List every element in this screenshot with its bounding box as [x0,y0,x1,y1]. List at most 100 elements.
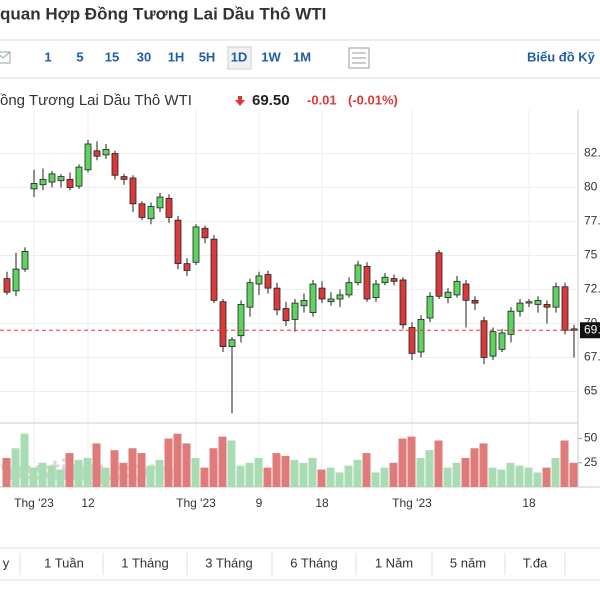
volume-bar [11,448,20,487]
volume-bar [164,438,173,487]
candle-body [282,308,290,322]
candle-body [327,298,335,303]
volume-bar [236,465,245,487]
volume-bar [56,469,65,487]
y-tick-label: 82.5 [584,146,600,160]
volume-bar [119,462,128,487]
selected-interval-box [227,46,252,70]
volume-bar [497,469,506,487]
volume-bar [290,459,299,487]
interval-button[interactable]: 1D [231,49,248,64]
volume-bar [47,465,56,487]
interval-button[interactable]: 1W [261,49,281,64]
last-price-box [580,322,600,339]
volume-bar [506,462,515,487]
y-tick-label: 80 [584,180,598,194]
candle-body [174,219,182,265]
candle-body [309,283,317,313]
candle-body [345,282,353,296]
candle-body [3,278,11,293]
y-tick-label: 67.5 [584,350,600,364]
volume-bar [83,457,92,487]
candle-body [336,294,344,300]
range-button[interactable]: 5 năm [450,555,486,570]
volume-bar [425,450,434,487]
candle-body [489,331,497,357]
candle-body [300,299,308,307]
candle-body [552,286,560,308]
range-button[interactable]: 6 Tháng [290,555,337,570]
candle-body [75,166,83,187]
volume-bar [542,467,551,487]
candle-body [507,310,515,335]
interval-button[interactable]: 1H [168,49,185,64]
candle-body [561,286,569,331]
candle-body [102,149,110,156]
volume-bar [200,467,209,487]
candle-body [426,295,434,319]
interval-button[interactable]: 30 [137,49,151,64]
volume-bar [227,440,236,487]
volume-bar [398,438,407,487]
candle-body [48,173,56,183]
volume-bar [299,462,308,487]
layout-icon[interactable] [348,47,370,69]
volume-bar [272,453,281,487]
volume-bar [2,457,11,487]
volume-bar [479,443,488,487]
instrument-name: ồng Tương Lai Dầu Thô WTI [0,92,192,109]
range-button[interactable]: T.đa [523,555,548,570]
interval-button[interactable]: 1M [293,49,311,64]
range-button[interactable]: 1 Tháng [121,555,168,570]
interval-button[interactable]: 5 [76,49,83,64]
interval-button[interactable]: 15 [105,49,119,64]
candle-body [498,332,506,350]
x-tick-label: Thg '23 [176,496,216,510]
candle-body [480,320,488,358]
candle-body [354,264,362,284]
candle-body [453,280,461,296]
candle-body [165,197,173,218]
volume-bar [110,450,119,487]
candle-body [444,291,452,299]
volume-bar [182,443,191,487]
candle-body [21,251,29,270]
technical-chart-link[interactable]: Biểu đồ Kỹ [527,49,596,64]
candle-body [129,177,137,205]
interval-button[interactable]: 1 [44,49,51,64]
candle-body [264,274,272,289]
range-button[interactable]: 3 Tháng [205,555,252,570]
volume-bar [335,472,344,487]
volume-bar [20,433,29,487]
candle-body [93,150,101,157]
volume-bar [434,440,443,487]
volume-bar [560,440,569,487]
volume-bar [344,465,353,487]
candle-body [381,276,389,284]
candle-body [516,302,524,312]
volume-bar [155,459,164,487]
candle-body [255,275,263,285]
volume-bar [551,457,560,487]
candle-body [399,279,407,326]
mail-icon[interactable] [0,51,11,64]
volume-bar [389,462,398,487]
candle-body [192,226,200,263]
volume-bar [407,436,416,487]
volume-bar [101,467,110,487]
candle-body [273,287,281,311]
last-price-label: 69.5 [584,322,600,336]
range-button[interactable]: y [3,555,10,570]
interval-button[interactable]: 5H [199,49,216,64]
range-button[interactable]: 1 Tuần [44,555,84,570]
volume-bar [38,462,47,487]
candle-body [417,318,425,353]
volume-tick-label: 50 [584,431,598,445]
candle-body [237,304,245,337]
volume-bar [326,467,335,487]
candle-body [462,283,470,301]
x-tick-label: 9 [256,496,263,510]
range-button[interactable]: 1 Năm [375,555,413,570]
candle-body [390,278,398,282]
volume-bar [137,453,146,487]
